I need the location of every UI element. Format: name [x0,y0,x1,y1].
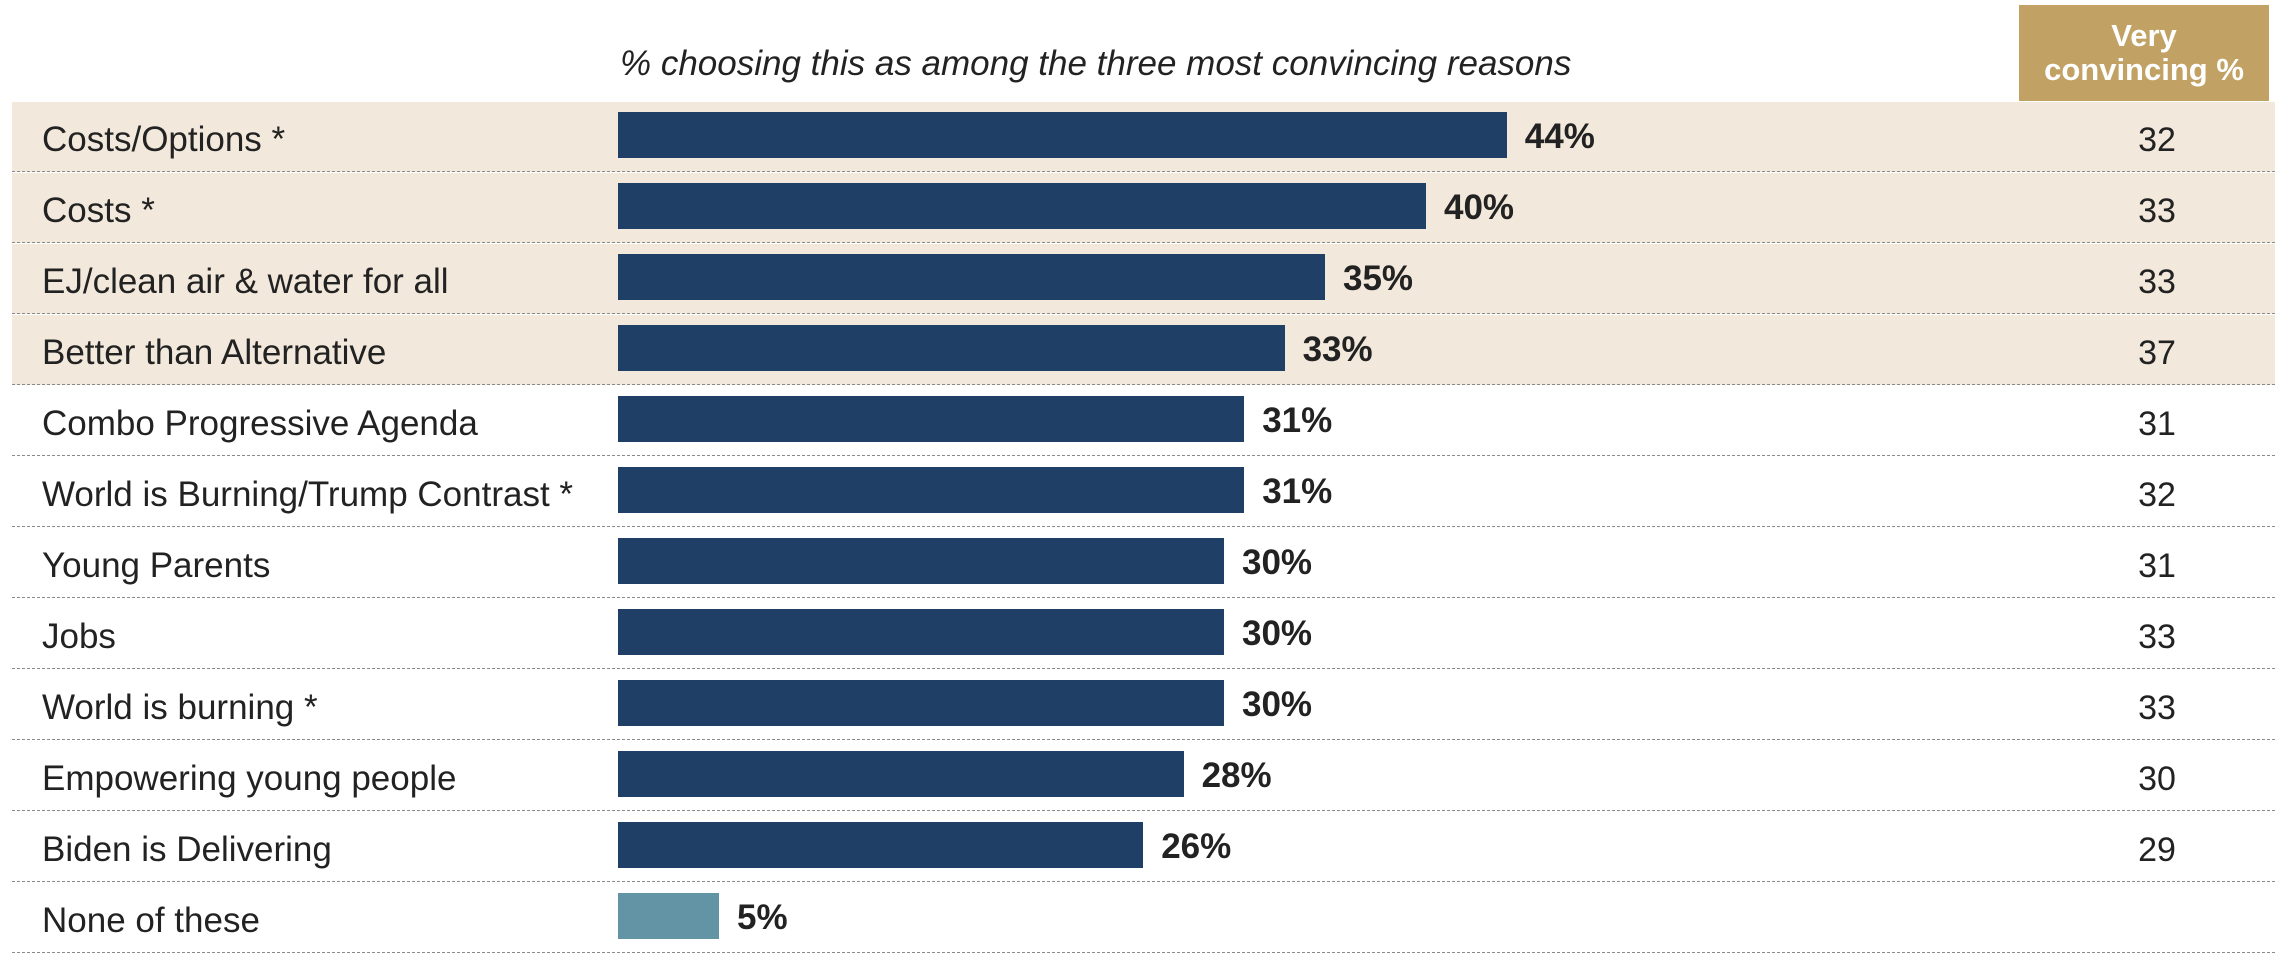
chart-subtitle: % choosing this as among the three most … [620,44,1572,83]
bar-value-label: 31% [1262,472,1333,511]
chart-row: Better than Alternative 33% 37 [12,315,2275,385]
bar-value-label: 31% [1262,401,1333,440]
bar [618,609,1224,655]
very-convincing-header-label: Very convincing % [2044,18,2244,87]
bar-value-label: 30% [1242,685,1313,724]
very-convincing-value: 33 [2138,192,2176,230]
chart-row: Young Parents 30% 31 [12,528,2275,598]
very-convincing-value: 37 [2138,334,2176,372]
bar [618,112,1507,158]
category-label: Biden is Delivering [42,830,332,869]
bar [618,680,1224,726]
bar-value-label: 30% [1242,614,1313,653]
category-label: Better than Alternative [42,333,387,372]
bar [618,325,1285,371]
category-label: Costs/Options * [42,120,286,159]
category-label: World is Burning/Trump Contrast * [42,475,574,514]
chart-row: World is burning * 30% 33 [12,670,2275,740]
category-label: Combo Progressive Agenda [42,404,478,443]
bar-value-label: 40% [1444,188,1515,227]
chart-row: Biden is Delivering 26% 29 [12,812,2275,882]
chart-row: Costs * 40% 33 [12,173,2275,243]
category-label: None of these [42,901,260,940]
category-label: Costs * [42,191,155,230]
category-label: Jobs [42,617,116,656]
very-convincing-value: 30 [2138,760,2176,798]
category-label: EJ/clean air & water for all [42,262,449,301]
chart-row: Jobs 30% 33 [12,599,2275,669]
bar-value-label: 44% [1524,117,1595,156]
very-convincing-value: 31 [2138,547,2176,585]
category-label: Young Parents [42,546,271,585]
chart-row: Empowering young people 28% 30 [12,741,2275,811]
bar [618,183,1426,229]
category-label: Empowering young people [42,759,457,798]
bar-value-label: 26% [1161,827,1232,866]
bar [618,254,1325,300]
bar [618,538,1224,584]
bar-value-label: 28% [1201,756,1272,795]
bar-value-label: 5% [737,898,788,937]
bar-value-label: 35% [1343,259,1414,298]
very-convincing-value: 33 [2138,618,2176,656]
category-label: World is burning * [42,688,318,727]
very-convincing-value: 31 [2138,405,2176,443]
very-convincing-value: 32 [2138,121,2176,159]
bar-value-label: 30% [1242,543,1313,582]
very-convincing-value: 33 [2138,689,2176,727]
bar [618,396,1245,442]
bar-value-label: 33% [1302,330,1373,369]
chart-row: World is Burning/Trump Contrast * 31% 32 [12,457,2275,527]
chart-row: EJ/clean air & water for all 35% 33 [12,244,2275,314]
very-convincing-value: 29 [2138,831,2176,869]
bar [618,751,1184,797]
bar [618,893,719,939]
bar [618,822,1144,868]
bar [618,467,1245,513]
chart-row: Combo Progressive Agenda 31% 31 [12,386,2275,456]
very-convincing-header: Very convincing % [2019,5,2269,101]
chart-row: None of these 5% [12,883,2275,953]
very-convincing-value: 33 [2138,263,2176,301]
chart-row: Costs/Options * 44% 32 [12,102,2275,172]
very-convincing-value: 32 [2138,476,2176,514]
